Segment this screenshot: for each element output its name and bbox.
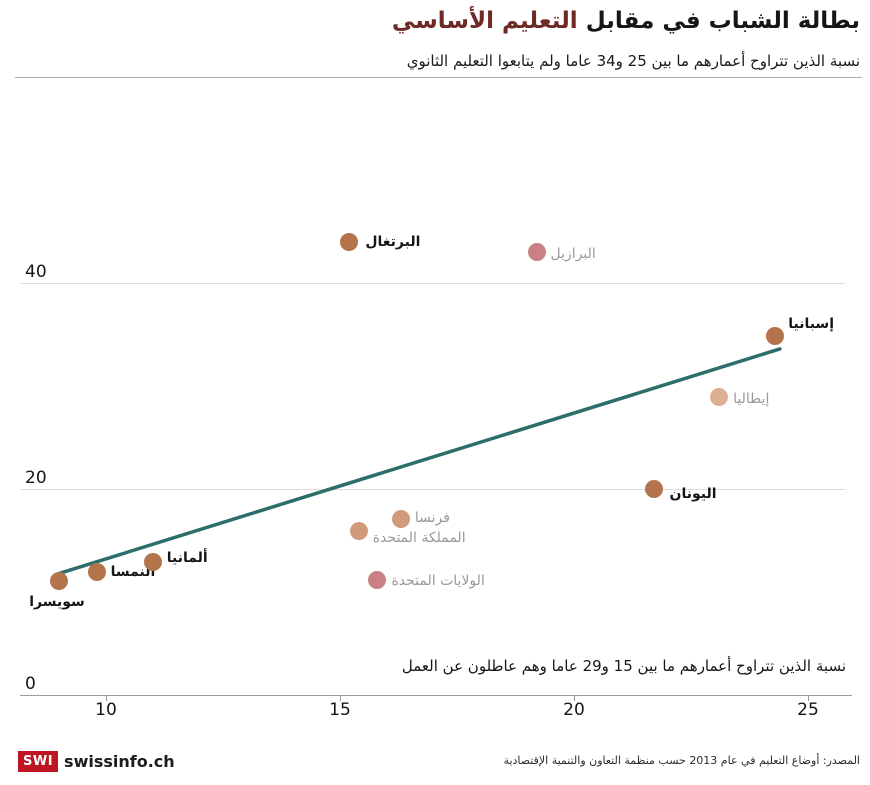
page-title: بطالة الشباب في مقابل التعليم الأساسي (392, 8, 860, 34)
source-note: المصدر: أوضاع التعليم في عام 2013 حسب من… (503, 754, 860, 767)
data-point-portugal[interactable] (340, 232, 359, 251)
x-tick-mark-10 (106, 695, 107, 701)
data-point-label-portugal: البرتغال (365, 233, 421, 250)
data-point-uk[interactable] (349, 522, 368, 541)
data-point-greece[interactable] (644, 480, 663, 498)
page-title-accent: التعليم الأساسي (391, 8, 578, 34)
data-point-label-switzerland: سويسرا (29, 593, 85, 610)
data-point-label-uk: المملكة المتحدة (372, 530, 466, 547)
data-point-france[interactable] (391, 509, 410, 528)
swissinfo-logo-text: swissinfo.ch (64, 752, 175, 771)
gridline-y-20 (20, 489, 845, 490)
x-tick-label-15: 15 (329, 700, 351, 720)
x-tick-label-25: 25 (797, 700, 819, 720)
data-point-label-brazil: البرازيل (550, 246, 596, 263)
header-divider (15, 77, 862, 78)
x-tick-label-20: 20 (563, 700, 585, 720)
x-tick-mark-25 (808, 695, 809, 701)
y-tick-label-0: 0 (25, 674, 36, 694)
data-point-label-greece: اليونان (669, 486, 717, 502)
data-point-austria[interactable] (87, 563, 106, 582)
page-title-plain: بطالة الشباب في مقابل (585, 8, 860, 34)
x-tick-mark-20 (574, 695, 575, 701)
data-point-spain[interactable] (766, 326, 785, 345)
data-point-switzerland[interactable] (50, 571, 69, 590)
data-point-germany[interactable] (143, 553, 162, 572)
x-tick-mark-15 (340, 695, 341, 701)
swi-logo-badge: SWI (18, 751, 59, 772)
data-point-label-us: الولايات المتحدة (391, 572, 485, 589)
data-point-label-italy: إيطاليا (733, 391, 770, 408)
data-point-us[interactable] (368, 570, 387, 589)
data-point-label-austria: النمسا (110, 564, 156, 581)
y-tick-label-20: 20 (25, 468, 47, 488)
data-point-label-germany: ألمانيا (166, 550, 208, 567)
page-subtitle: نسبة الذين تتراوح أعمارهم ما بين 25 و34 … (406, 52, 860, 70)
data-point-label-france: فرنسا (414, 509, 450, 526)
x-axis-line (20, 695, 852, 696)
data-point-italy[interactable] (710, 388, 729, 407)
data-point-label-spain: إسبانيا (788, 315, 835, 332)
x-axis-title: نسبة الذين تتراوح أعمارهم ما بين 15 و29 … (401, 657, 846, 675)
x-tick-label-10: 10 (95, 700, 117, 720)
data-point-brazil[interactable] (527, 243, 546, 262)
gridline-y-40 (20, 283, 845, 284)
y-tick-label-40: 40 (25, 262, 47, 282)
swissinfo-logo: SWI swissinfo.ch (18, 751, 175, 772)
